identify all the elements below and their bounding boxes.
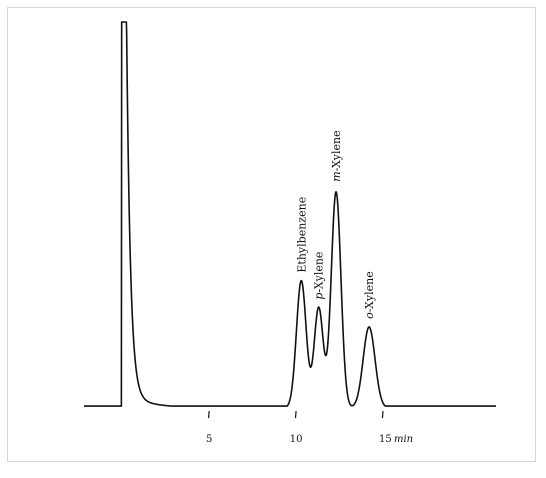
x-tick-mark-15 [381, 411, 384, 419]
x-tick-label-5: 5 [206, 434, 212, 445]
peak-label-p-xylene: p-Xylene [313, 252, 326, 300]
peak-label-p-xylene-suffix: -Xylene [313, 252, 326, 293]
peak-label-o-xylene: o-Xylene [363, 271, 376, 319]
peak-label-m-xylene-prefix: m [330, 171, 343, 181]
peak-label-m-xylene-suffix: -Xylene [330, 130, 343, 171]
peak-label-p-xylene-prefix: p [313, 293, 326, 300]
peak-label-o-xylene-prefix: o [363, 312, 376, 319]
peak-label-m-xylene: m-Xylene [330, 130, 343, 181]
x-axis-ticks [207, 411, 384, 419]
peak-label-o-xylene-suffix: -Xylene [363, 271, 376, 312]
peak-label-ethylbenzene: Ethylbenzene [295, 197, 308, 273]
chart-frame [7, 7, 536, 462]
x-tick-mark-10 [294, 411, 297, 419]
x-axis-unit-label: min [394, 434, 413, 445]
x-tick-label-15: 15 [379, 434, 392, 445]
x-tick-mark-5 [207, 411, 210, 419]
chromatogram-trace [83, 21, 497, 407]
x-tick-label-10: 10 [290, 434, 303, 445]
